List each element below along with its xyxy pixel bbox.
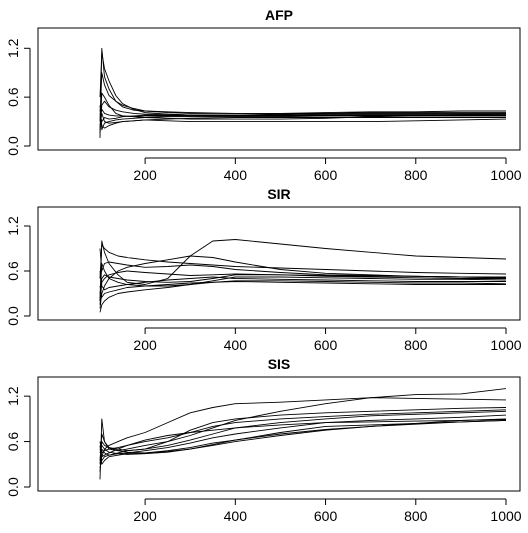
sis-series-line-1 — [99, 388, 507, 480]
sis-x-tick-label: 600 — [314, 508, 338, 524]
sir-y-tick-label: 0.6 — [5, 261, 21, 281]
afp-series-line-5 — [99, 113, 506, 123]
sir-series-line-3 — [99, 248, 507, 279]
sis-panel-title: SIS — [268, 356, 291, 372]
sis-x-tick-label: 400 — [224, 508, 248, 524]
afp-x-tick-label: 400 — [224, 167, 248, 183]
sis-panel: SIS 200 400 600 800 1000 0.0 0.6 1.2 — [5, 356, 522, 524]
sir-x-tick-label: 200 — [133, 337, 157, 353]
afp-series-line-3 — [99, 72, 506, 122]
sir-series-line-2 — [99, 244, 507, 279]
sis-series-line-10 — [99, 419, 507, 469]
sis-y-tick-label: 0.6 — [5, 432, 21, 452]
sis-y-tick-label: 0.0 — [5, 477, 21, 497]
afp-plot-frame — [37, 27, 521, 151]
sis-plot-frame — [37, 376, 521, 492]
sir-series-line-9 — [99, 281, 506, 298]
sis-y-tick-label: 1.2 — [5, 386, 21, 406]
afp-series-line-4 — [99, 100, 506, 130]
sis-series-line-3 — [99, 407, 507, 465]
afp-series-line-7 — [99, 105, 506, 131]
afp-y-tick-label: 1.2 — [5, 38, 21, 58]
sir-panel-title: SIR — [267, 186, 290, 202]
afp-series-line-10 — [99, 109, 507, 129]
sis-series-line-8 — [99, 419, 507, 461]
sis-series-line-2 — [99, 397, 507, 458]
sir-plot-frame — [37, 206, 521, 321]
sir-x-tick-label: 800 — [404, 337, 428, 353]
afp-y-tick-label: 0.6 — [5, 87, 21, 107]
sir-panel: SIR 200 400 600 800 1000 0.0 0.6 1.2 — [5, 186, 522, 353]
sir-x-tick-label: 400 — [224, 337, 248, 353]
sir-y-tick-label: 1.2 — [5, 216, 21, 236]
sir-x-tick-label: 1000 — [490, 337, 521, 353]
sir-y-tick-label: 0.0 — [5, 306, 21, 326]
afp-x-tick-label: 800 — [404, 167, 428, 183]
afp-series-line-9 — [99, 108, 507, 120]
afp-panel-title: AFP — [265, 7, 293, 23]
afp-y-tick-label: 0.0 — [5, 136, 21, 156]
afp-x-tick-label: 600 — [314, 167, 338, 183]
afp-series-line-8 — [99, 112, 506, 126]
sir-series-line-7 — [99, 270, 506, 291]
afp-x-tick-label: 1000 — [490, 167, 521, 183]
sir-series-line-4 — [99, 255, 507, 309]
sis-x-tick-label: 200 — [133, 508, 157, 524]
afp-series-line-2 — [99, 51, 506, 116]
sis-series-line-6 — [99, 414, 507, 472]
afp-series-line-1 — [99, 47, 506, 138]
afp-x-tick-label: 200 — [133, 167, 157, 183]
sis-series-line-9 — [99, 419, 507, 455]
sir-series-line-1 — [99, 239, 507, 302]
sir-x-tick-label: 600 — [314, 337, 338, 353]
afp-panel: AFP 200 400 600 800 1000 0.0 0.6 1.2 — [5, 7, 522, 183]
sir-series-line-10 — [99, 270, 506, 305]
sis-series-line-5 — [99, 410, 507, 461]
sis-x-tick-label: 800 — [404, 508, 428, 524]
sis-x-tick-label: 1000 — [490, 508, 521, 524]
